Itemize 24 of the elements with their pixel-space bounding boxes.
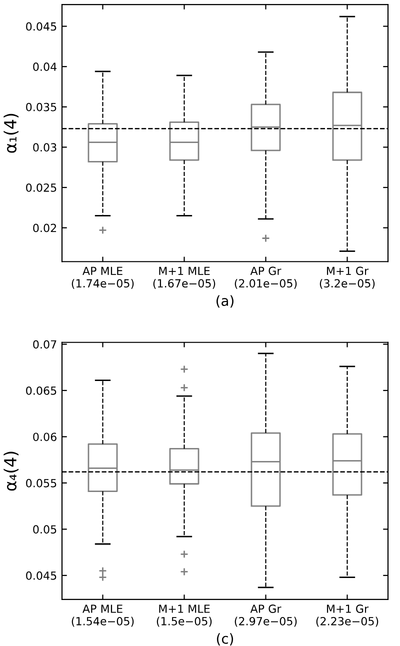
y-tick-label: 0.045	[26, 571, 56, 580]
y-tick-label: 0.055	[26, 478, 56, 488]
x-tick-label: AP Gr (2.01e−05)	[234, 266, 297, 289]
y-tick-label: 0.035	[26, 102, 56, 112]
x-tick-label: M+1 MLE (1.67e−05)	[153, 266, 216, 289]
x-axis-title: (a)	[216, 295, 234, 308]
y-tick-label: 0.025	[26, 183, 56, 192]
x-tick-label: AP MLE (1.54e−05)	[72, 604, 134, 627]
y-tick-label: 0.05	[33, 525, 56, 534]
x-tick-label: AP MLE (1.74e−05)	[72, 266, 134, 289]
y-tick-label: 0.06	[33, 432, 56, 442]
x-tick-label: M+1 Gr (3.2e−05)	[320, 266, 375, 289]
y-axis-title: α₄(4)	[4, 452, 19, 491]
y-tick-label: 0.03	[33, 143, 56, 152]
x-axis-title: (c)	[216, 633, 234, 646]
y-axis-title: α₁(4)	[4, 114, 19, 153]
y-tick-label: 0.065	[26, 386, 56, 395]
x-tick-label: M+1 Gr (2.23e−05)	[316, 604, 378, 627]
y-tick-label: 0.02	[33, 224, 56, 232]
x-tick-label: M+1 MLE (1.5e−05)	[156, 604, 212, 627]
y-tick-label: 0.04	[33, 62, 57, 71]
y-tick-label: 0.045	[26, 22, 56, 31]
x-tick-label: AP Gr (2.97e−05)	[234, 604, 297, 627]
y-tick-label: 0.07	[33, 340, 56, 349]
